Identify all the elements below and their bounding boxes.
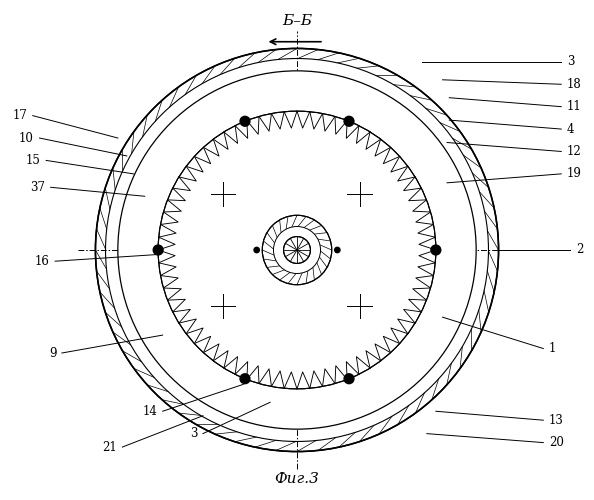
Circle shape [118,71,476,429]
Circle shape [158,111,436,389]
Text: Фиг.3: Фиг.3 [274,472,320,486]
Text: 12: 12 [567,145,582,158]
Text: 15: 15 [26,154,40,167]
Text: 18: 18 [567,78,582,91]
Circle shape [96,48,498,452]
Circle shape [344,116,354,126]
Circle shape [273,226,321,274]
Circle shape [334,248,340,252]
Circle shape [344,374,354,384]
Text: 16: 16 [34,254,49,268]
Text: 14: 14 [142,404,157,417]
Circle shape [254,248,260,252]
Text: 19: 19 [567,168,582,180]
Text: 21: 21 [102,440,117,454]
Text: 1: 1 [549,342,557,355]
Text: 20: 20 [549,436,564,449]
Circle shape [240,374,250,384]
Text: 3: 3 [567,56,574,68]
Circle shape [240,116,250,126]
Circle shape [263,216,331,284]
Circle shape [431,245,441,255]
Text: 13: 13 [549,414,564,426]
Text: 37: 37 [30,181,45,194]
Text: 11: 11 [567,100,582,113]
Circle shape [283,236,311,264]
Text: Б–Б: Б–Б [282,14,312,28]
Text: 2: 2 [576,244,583,256]
Text: 9: 9 [49,346,56,360]
Text: 3: 3 [190,427,197,440]
Text: 17: 17 [12,109,27,122]
Circle shape [153,245,163,255]
Text: 4: 4 [567,122,574,136]
Text: 10: 10 [19,132,34,144]
